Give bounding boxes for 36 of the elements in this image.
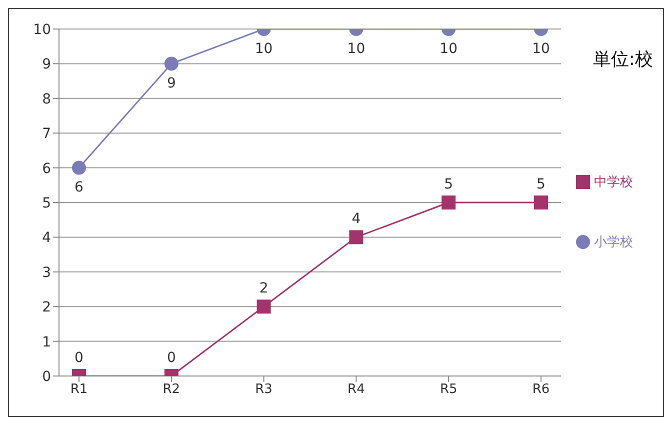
y-tick-label: 4 (42, 230, 52, 246)
y-tick-label: 3 (42, 264, 51, 281)
data-label: 9 (166, 76, 176, 92)
point (442, 196, 456, 210)
data-label: 0 (166, 350, 176, 366)
data-label: 6 (74, 180, 84, 196)
data-label: 5 (444, 176, 454, 192)
data-label: 10 (254, 40, 273, 57)
legend-label: 中学校 (594, 174, 633, 190)
x-tick-label: R5 (440, 382, 458, 398)
data-label: 2 (259, 280, 268, 297)
data-label: 10 (532, 40, 550, 57)
text: 単位:校 (592, 48, 653, 71)
y-tick-label: 0 (42, 368, 51, 385)
x-tick-label: R3 (255, 382, 272, 398)
data-label: 0 (74, 350, 84, 366)
y-tick-label: 2 (42, 300, 51, 316)
legend-label: 小学校 (594, 234, 633, 250)
y-tick-label: 6 (42, 160, 52, 177)
y-tick-label: 8 (42, 91, 51, 108)
point (349, 230, 364, 244)
point (72, 160, 86, 175)
y-tick-label: 10 (33, 22, 51, 38)
data-label: 4 (352, 211, 361, 228)
data-label: 10 (440, 40, 458, 57)
y-tick-label: 7 (42, 126, 51, 142)
x-tick-label: R6 (532, 382, 550, 398)
y-tick-label: 5 (42, 195, 51, 212)
point (534, 196, 548, 210)
data-label: 10 (347, 40, 366, 57)
x-tick-label: R4 (348, 382, 365, 398)
x-tick-label: R2 (162, 382, 180, 398)
y-tick-label: 1 (42, 334, 51, 350)
data-label: 5 (536, 176, 546, 192)
y-tick-label: 9 (42, 56, 51, 73)
x-tick-label: R1 (70, 382, 88, 398)
